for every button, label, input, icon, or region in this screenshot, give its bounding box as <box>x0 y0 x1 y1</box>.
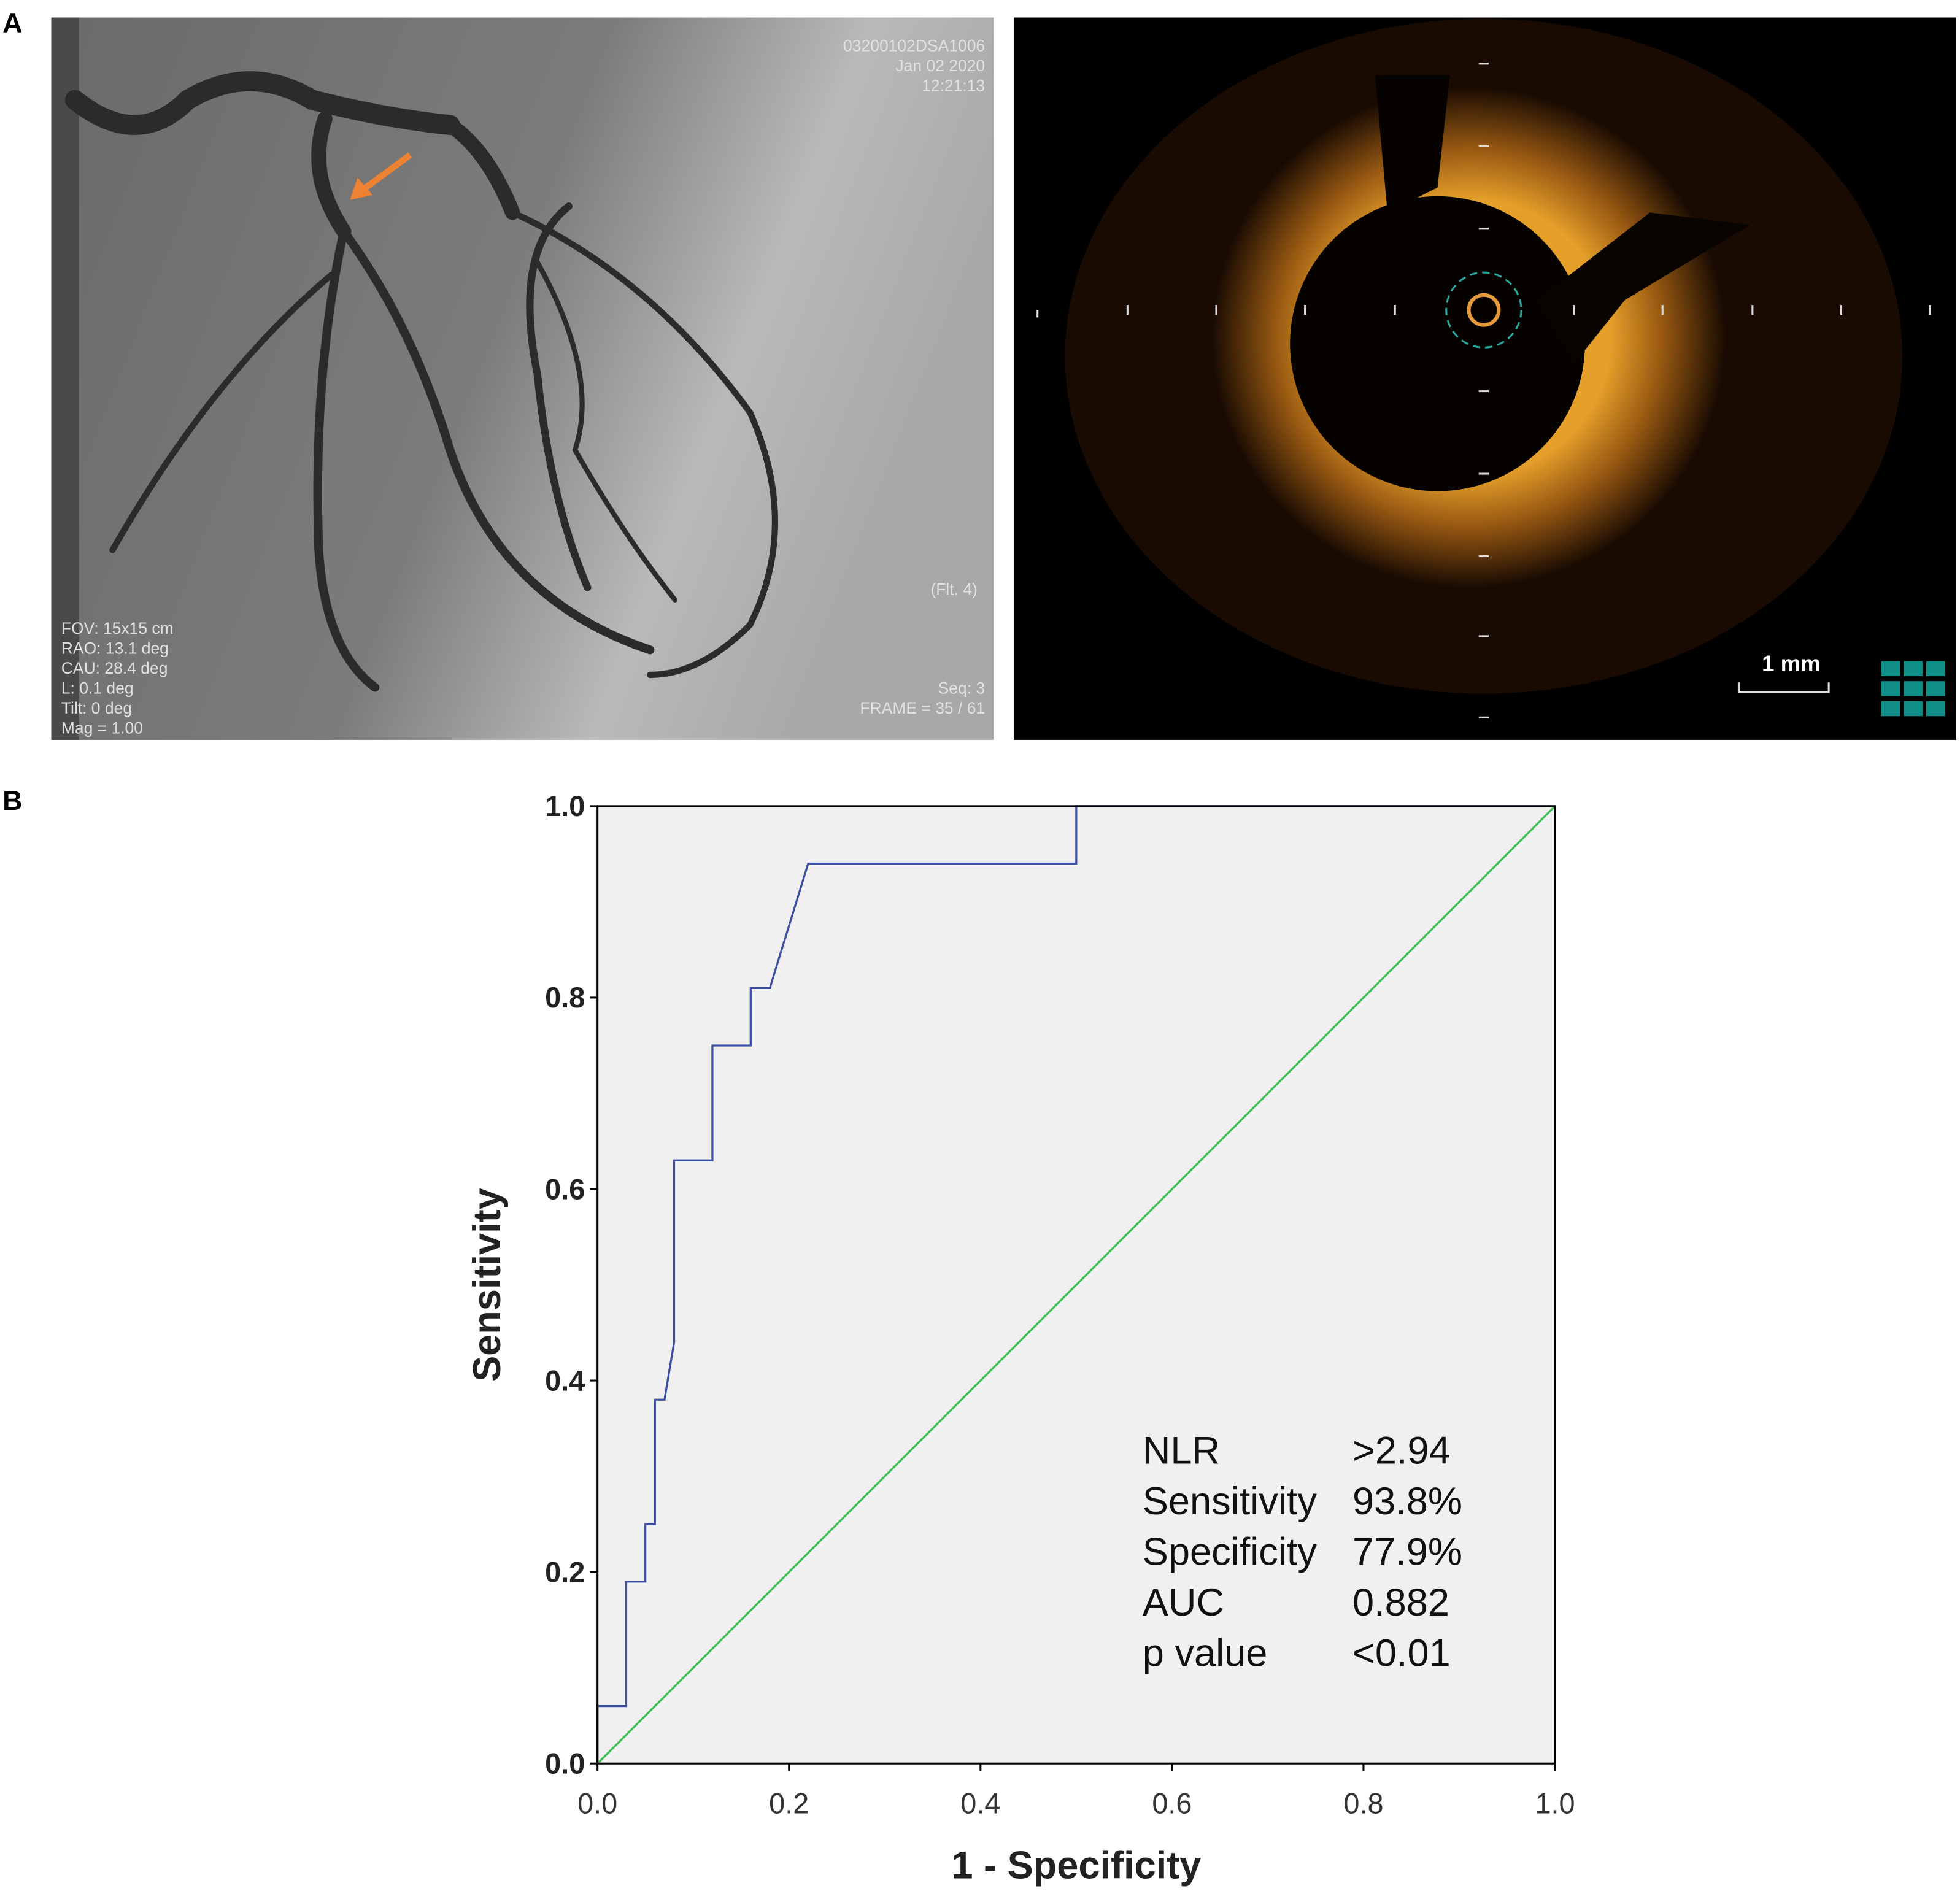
annotation-text: >2.94 <box>1352 1429 1451 1472</box>
x-tick-label: 0.4 <box>960 1788 1000 1820</box>
x-tick-label: 0.8 <box>1343 1788 1383 1820</box>
plot-frame <box>596 805 1556 1765</box>
x-tick-label: 1.0 <box>1535 1788 1575 1820</box>
overlay-text: 12:21:13 <box>922 77 985 95</box>
overlay-text: (Flt. 4) <box>930 580 977 599</box>
panel-label: A <box>2 8 22 39</box>
annotation-text: Sensitivity <box>1143 1480 1318 1523</box>
y-tick-label: 1.0 <box>545 790 585 822</box>
annotation-text: <0.01 <box>1352 1631 1451 1674</box>
annotation-text: 0.882 <box>1352 1581 1449 1624</box>
annotation-text: 93.8% <box>1352 1480 1462 1523</box>
overlay-text: CAU: 28.4 deg <box>61 659 168 677</box>
panel-label: B <box>2 785 22 816</box>
overlay-text: FOV: 15x15 cm <box>61 619 174 637</box>
y-tick-label: 0.4 <box>545 1365 585 1396</box>
annotation-text: AUC <box>1143 1581 1224 1624</box>
y-tick-label: 0.6 <box>545 1173 585 1205</box>
annotation-text: NLR <box>1143 1429 1220 1472</box>
annotation-text: Specificity <box>1143 1530 1318 1573</box>
overlay-text: FRAME = 35 / 61 <box>860 699 985 717</box>
overlay-text: Tilt: 0 deg <box>61 699 132 717</box>
overlay-text: RAO: 13.1 deg <box>61 639 169 657</box>
scale-label: 1 mm <box>1762 651 1821 676</box>
x-tick-label: 0.2 <box>769 1788 809 1820</box>
y-tick-label: 0.0 <box>545 1748 585 1780</box>
x-axis-label: 1 - Specificity <box>951 1844 1201 1887</box>
overlay-text: L: 0.1 deg <box>61 679 134 698</box>
overlay-text: 03200102DSA1006 <box>843 37 985 55</box>
overlay-text: Mag = 1.00 <box>61 719 143 738</box>
overlay-text: Jan 02 2020 <box>895 56 985 75</box>
angiogram-image <box>51 17 994 740</box>
roc-line <box>596 805 1556 1764</box>
roc-line <box>596 805 1556 1765</box>
y-tick-label: 0.8 <box>545 982 585 1014</box>
x-tick-label: 0.6 <box>1152 1788 1192 1820</box>
oct-image <box>1013 17 1956 740</box>
y-axis-label: Sensitivity <box>466 1188 509 1382</box>
overlay-text: Seq: 3 <box>938 679 986 698</box>
x-tick-label: 0.0 <box>577 1788 617 1820</box>
annotation-text: 77.9% <box>1352 1530 1462 1573</box>
y-tick-label: 0.2 <box>545 1556 585 1588</box>
annotation-text: p value <box>1143 1631 1268 1674</box>
